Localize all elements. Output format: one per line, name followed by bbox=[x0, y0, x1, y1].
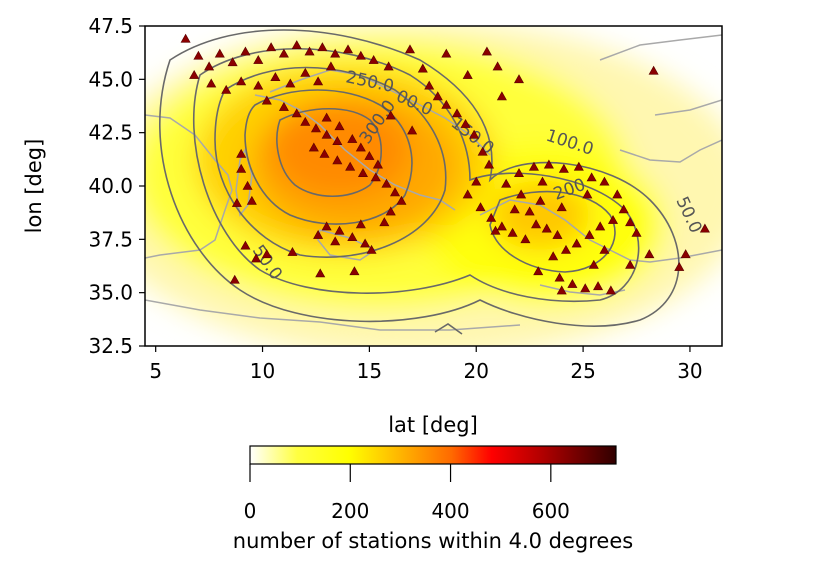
x-axis-label: lat [deg] bbox=[388, 413, 478, 437]
plot-area: 250.0 00.0 150.0 300.0 100.0 200 50.0 50… bbox=[90, 20, 750, 360]
colorbar-tick-label: 400 bbox=[431, 499, 469, 523]
x-tick-label: 20 bbox=[464, 359, 489, 383]
x-tick-label: 25 bbox=[570, 359, 595, 383]
colorbar-tick-label: 200 bbox=[331, 499, 369, 523]
colorbar-tick-label: 600 bbox=[532, 499, 570, 523]
colorbar-tick-label: 0 bbox=[244, 499, 257, 523]
x-tick-label: 10 bbox=[250, 359, 275, 383]
y-axis-label: lon [deg] bbox=[22, 139, 46, 234]
y-tick-label: 42.5 bbox=[88, 121, 133, 145]
colorbar-gradient bbox=[250, 446, 616, 464]
x-tick-label: 5 bbox=[149, 359, 162, 383]
y-tick-label: 32.5 bbox=[88, 334, 133, 358]
colorbar-ticks: 0 200 400 600 bbox=[244, 464, 570, 523]
colorbar: 0 200 400 600 number of stations within 4.0… bbox=[233, 446, 633, 553]
y-tick-label: 47.5 bbox=[88, 14, 133, 38]
x-tick-label: 15 bbox=[357, 359, 382, 383]
y-tick-label: 37.5 bbox=[88, 227, 133, 251]
colorbar-label: number of stations within 4.0 degrees bbox=[233, 529, 633, 553]
y-axis: 32.5 35.0 37.5 40.0 42.5 45.0 47.5 bbox=[88, 14, 145, 358]
x-tick-label: 30 bbox=[677, 359, 702, 383]
y-tick-label: 45.0 bbox=[88, 67, 133, 91]
y-tick-label: 40.0 bbox=[88, 174, 133, 198]
x-axis: 5 10 15 20 25 30 bbox=[149, 346, 702, 383]
y-tick-label: 35.0 bbox=[88, 281, 133, 305]
